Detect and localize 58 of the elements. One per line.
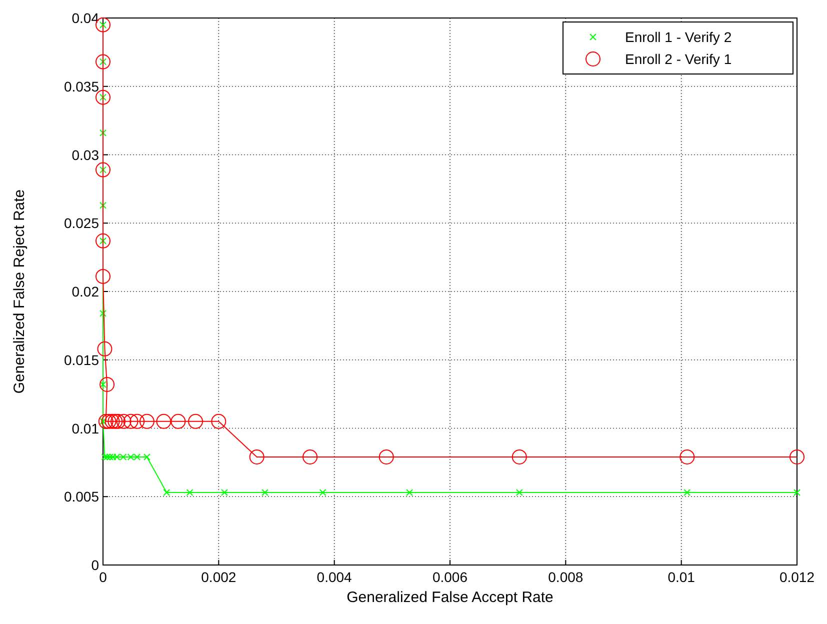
point <box>100 380 106 388</box>
point <box>100 310 106 317</box>
point <box>188 414 204 429</box>
y-tick-label: 0.01 <box>72 420 100 436</box>
point <box>98 414 114 429</box>
point <box>143 453 150 460</box>
point <box>516 489 523 496</box>
point <box>378 449 394 464</box>
point <box>96 233 110 248</box>
point <box>139 414 154 429</box>
point <box>108 414 123 429</box>
y-tick-label: 0.04 <box>72 10 100 26</box>
point <box>512 449 527 464</box>
point <box>220 489 228 496</box>
point <box>211 414 226 429</box>
point <box>97 341 112 356</box>
x-axis-title: Generalized False Accept Rate <box>346 589 554 606</box>
x-tick-label: 0.012 <box>779 569 815 585</box>
x-tick-label: 0.006 <box>432 569 468 585</box>
x-tick-label: 0.002 <box>201 569 236 585</box>
point <box>319 489 326 496</box>
x-tick-label: 0.01 <box>668 569 696 585</box>
legend-label: Enroll 1 - Verify 2 <box>625 29 732 45</box>
point <box>302 449 318 464</box>
y-tick-label: 0.02 <box>72 284 100 300</box>
point <box>100 129 106 136</box>
point <box>684 489 691 496</box>
y-tick-label: 0.015 <box>64 352 100 368</box>
point <box>110 414 126 429</box>
point <box>163 489 170 496</box>
point <box>96 268 110 284</box>
x-tick-label: 0.004 <box>316 569 352 585</box>
point <box>96 54 110 70</box>
point <box>130 414 145 429</box>
point <box>680 449 695 464</box>
point <box>794 489 800 496</box>
point <box>100 202 106 209</box>
y-tick-label: 0.025 <box>64 215 100 232</box>
point <box>123 414 138 429</box>
legend-label: Enroll 2 - Verify 1 <box>625 51 732 67</box>
x-tick-label: 0.008 <box>548 569 584 585</box>
point <box>96 162 110 178</box>
point <box>156 414 172 429</box>
point <box>170 414 186 429</box>
y-tick-label: 0.005 <box>64 488 100 505</box>
point <box>249 449 264 464</box>
point <box>790 449 804 464</box>
point <box>116 414 132 429</box>
y-tick-label: 0.03 <box>72 146 100 163</box>
y-tick-label: 0 <box>91 557 100 573</box>
point <box>186 489 194 496</box>
point <box>101 414 116 429</box>
point <box>261 489 268 496</box>
point <box>104 414 120 429</box>
point <box>100 376 115 392</box>
y-axis-title: Generalized False Reject Rate <box>11 189 28 394</box>
point <box>406 489 414 496</box>
y-tick-label: 0.035 <box>64 78 100 94</box>
